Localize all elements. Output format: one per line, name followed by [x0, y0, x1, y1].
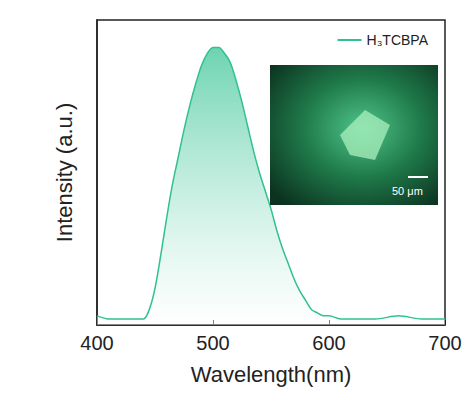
svg-text:H₃TCBPA: H₃TCBPA — [367, 32, 429, 48]
svg-text:Intensity (a.u.): Intensity (a.u.) — [52, 103, 77, 242]
svg-text:700: 700 — [428, 332, 461, 354]
svg-text:50 μm: 50 μm — [392, 185, 423, 197]
svg-text:400: 400 — [80, 332, 113, 354]
svg-text:600: 600 — [312, 332, 345, 354]
svg-text:Wavelength(nm): Wavelength(nm) — [191, 362, 352, 387]
svg-text:500: 500 — [196, 332, 229, 354]
